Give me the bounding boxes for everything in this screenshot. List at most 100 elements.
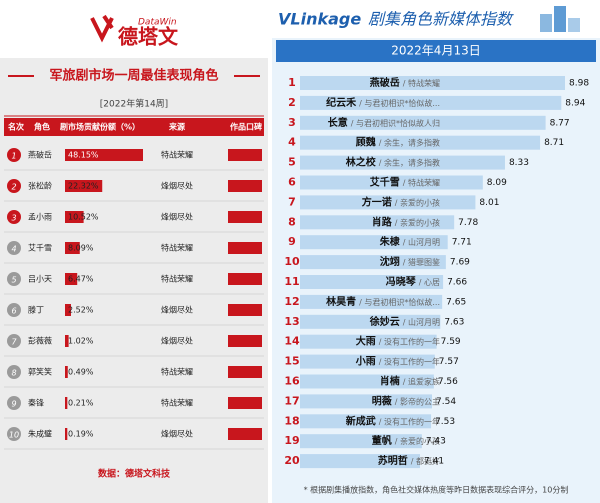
name-source: 冯晓琴 / 心居 <box>386 275 440 288</box>
name: 林之校 <box>346 156 377 169</box>
index-bar <box>300 374 434 389</box>
source: / 特战荣耀 <box>403 177 440 187</box>
index-bar <box>300 235 448 250</box>
rank-badge <box>7 365 21 379</box>
share-bar <box>65 211 84 223</box>
source: / 与君初相识*恰似故人归 <box>351 117 440 127</box>
share-bar <box>65 428 68 440</box>
source: / 猎罪图鉴 <box>403 257 440 267</box>
index-value: 7.65 <box>446 297 466 307</box>
name-source: 肖路 / 亲爱的小孩 <box>372 215 440 228</box>
rank: 13 <box>284 315 299 328</box>
source: 烽烟尽处 <box>161 305 193 315</box>
source: / 特战荣耀 <box>403 78 440 88</box>
index-value: 7.41 <box>424 457 444 467</box>
reputation-bar <box>228 242 262 254</box>
rank: 1 <box>11 152 16 161</box>
source: 特战荣耀 <box>161 274 193 284</box>
reputation-bar <box>228 397 262 409</box>
reputation-bar <box>228 366 262 378</box>
rank: 18 <box>284 414 299 427</box>
share-bar <box>65 366 68 378</box>
column-header: 角色 <box>34 122 50 132</box>
name-source: 新成武 / 没有工作的一年 <box>346 414 440 427</box>
index-bar <box>300 135 541 150</box>
index-bar <box>300 215 455 230</box>
source: / 都挺好 <box>411 456 440 466</box>
name: 冯晓琴 <box>386 275 416 288</box>
reputation-bar <box>228 211 262 223</box>
index-value: 8.09 <box>487 178 507 188</box>
index-bar <box>300 454 420 469</box>
column-header: 作品口碑 <box>230 122 262 132</box>
column-header: 剧市场贡献份额（%） <box>59 122 140 132</box>
index-value: 7.57 <box>439 357 459 367</box>
column-header: 来源 <box>168 122 185 132</box>
index-value: 7.59 <box>441 337 461 347</box>
index-value: 8.77 <box>550 118 570 128</box>
name-source: 长意 / 与君初相识*恰似故人归 <box>328 116 440 129</box>
source: / 亲爱的小孩 <box>395 197 440 207</box>
left-footer: 数据：德塔文科技 <box>98 468 171 480</box>
source: / 影帝的公主 <box>395 396 440 406</box>
name-source: 林之校 / 余生，请多指教 <box>346 156 440 169</box>
index-bar <box>300 195 476 210</box>
source: / 追爱家族 <box>403 376 440 386</box>
rank: 8 <box>288 215 296 228</box>
name: 徐妙云 <box>369 315 400 328</box>
name: 林昊青 <box>326 295 356 308</box>
share-bar <box>65 304 71 316</box>
date: 2022年4月13日 <box>391 44 480 58</box>
date-bar <box>276 40 596 62</box>
rank: 14 <box>284 335 300 348</box>
share-bar <box>65 335 69 347</box>
rank: 11 <box>284 275 299 288</box>
name-source: 小雨 / 没有工作的一年 <box>355 355 440 368</box>
source: / 没有工作的一年 <box>379 356 440 366</box>
index-value: 7.63 <box>444 317 464 327</box>
source: / 山河月明 <box>403 316 440 326</box>
share-label: 0.21% <box>68 399 94 408</box>
name: 孟小雨 <box>28 212 52 222</box>
source: 特战荣耀 <box>161 367 193 377</box>
left-panel <box>0 0 268 503</box>
reputation-bar <box>228 428 262 440</box>
rank: 9 <box>11 400 16 409</box>
rank-badge <box>7 179 21 193</box>
source: 特战荣耀 <box>161 150 193 160</box>
index-value: 7.69 <box>450 258 470 268</box>
source: 烽烟尽处 <box>161 429 193 439</box>
podium <box>568 18 580 32</box>
name: 沈翊 <box>380 255 400 268</box>
right-title: 剧集角色新媒体指数 <box>368 10 514 29</box>
index-bar <box>300 76 565 90</box>
reputation-bar <box>228 149 262 161</box>
index-bar <box>300 334 437 349</box>
podium <box>540 14 552 32</box>
name-source: 林昊青 / 与君初相识*恰似故... <box>326 295 440 308</box>
index-bar <box>300 115 546 130</box>
name-source: 徐妙云 / 山河月明 <box>369 315 440 328</box>
rank: 5 <box>11 276 16 285</box>
name: 肖楠 <box>380 375 400 388</box>
name: 秦锋 <box>28 398 44 408</box>
name: 方一诺 <box>362 195 392 208</box>
rank: 2 <box>288 96 296 109</box>
share-label: 22.32% <box>68 182 99 191</box>
rank-badge <box>7 210 21 224</box>
rank-badge <box>7 272 21 286</box>
name: 张松龄 <box>28 181 52 191</box>
source: / 与君初相识*恰似故... <box>359 296 440 306</box>
logo-cn: 德塔文 <box>118 25 179 49</box>
rank: 19 <box>284 434 299 447</box>
name: 苏明哲 <box>378 454 408 467</box>
note: * 根据剧集播放指数，角色社交媒体热度等昨日数据表现综合评分，10分制 <box>304 485 569 495</box>
name-source: 艾千雪 / 特战荣耀 <box>370 176 440 189</box>
name: 肖路 <box>372 215 393 228</box>
name: 小雨 <box>355 355 376 368</box>
rank-badge <box>7 334 21 348</box>
share-bar <box>65 180 103 192</box>
share-label: 8.09% <box>68 244 94 253</box>
index-bar <box>300 155 505 170</box>
name-source: 苏明哲 / 都挺好 <box>378 454 440 467</box>
